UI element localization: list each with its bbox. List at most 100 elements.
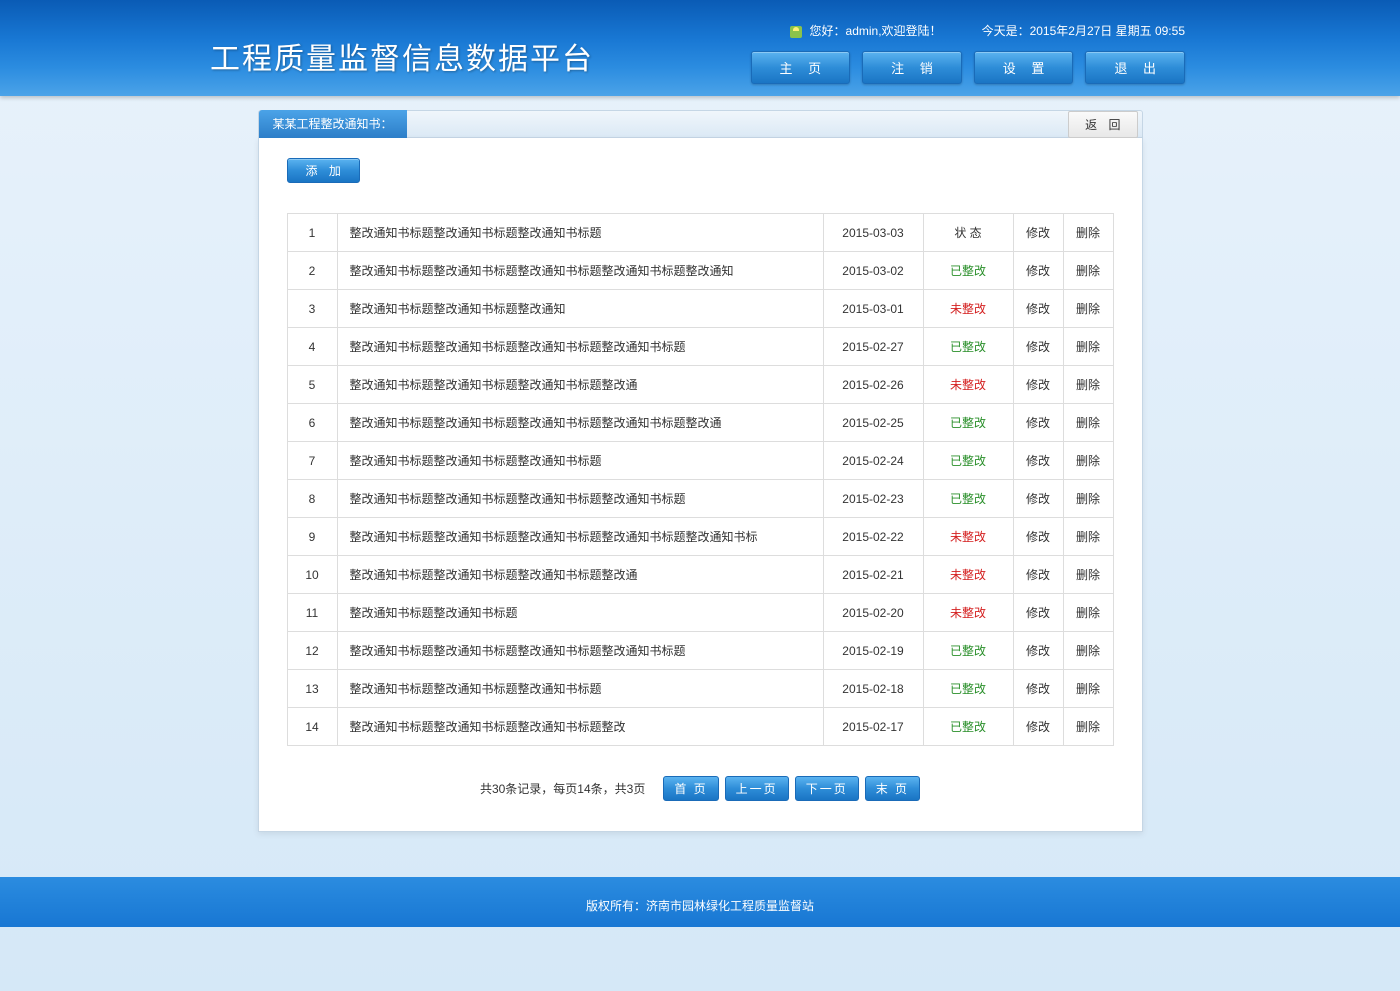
row-status: 已整改 — [923, 670, 1013, 708]
nav-settings-button[interactable]: 设 置 — [974, 51, 1074, 84]
row-date: 2015-03-02 — [823, 252, 923, 290]
row-title[interactable]: 整改通知书标题整改通知书标题整改通知书标题整改通知书标题整改通知书标 — [337, 518, 823, 556]
edit-link[interactable]: 修改 — [1013, 594, 1063, 632]
delete-link[interactable]: 删除 — [1063, 708, 1113, 746]
delete-link[interactable]: 删除 — [1063, 594, 1113, 632]
table-row: 8整改通知书标题整改通知书标题整改通知书标题整改通知书标题2015-02-23已… — [287, 480, 1113, 518]
row-number: 6 — [287, 404, 337, 442]
table-row: 4整改通知书标题整改通知书标题整改通知书标题整改通知书标题2015-02-27已… — [287, 328, 1113, 366]
row-title[interactable]: 整改通知书标题整改通知书标题整改通知书标题整改通知书标题 — [337, 632, 823, 670]
nav-home-button[interactable]: 主 页 — [751, 51, 851, 84]
edit-link[interactable]: 修改 — [1013, 670, 1063, 708]
row-title[interactable]: 整改通知书标题整改通知书标题整改通知 — [337, 290, 823, 328]
table-row: 11整改通知书标题整改通知书标题2015-02-20未整改修改删除 — [287, 594, 1113, 632]
row-title[interactable]: 整改通知书标题整改通知书标题整改通知书标题整改通知书标题 — [337, 480, 823, 518]
table-row: 3整改通知书标题整改通知书标题整改通知2015-03-01未整改修改删除 — [287, 290, 1113, 328]
table-row: 13整改通知书标题整改通知书标题整改通知书标题2015-02-18已整改修改删除 — [287, 670, 1113, 708]
edit-link[interactable]: 修改 — [1013, 556, 1063, 594]
row-title[interactable]: 整改通知书标题整改通知书标题整改通知书标题整改通知书标题整改通 — [337, 404, 823, 442]
edit-link[interactable]: 修改 — [1013, 328, 1063, 366]
panel-title: 某某工程整改通知书： — [259, 110, 407, 138]
row-status: 未整改 — [923, 594, 1013, 632]
table-row: 5整改通知书标题整改通知书标题整改通知书标题整改通2015-02-26未整改修改… — [287, 366, 1113, 404]
row-status: 已整改 — [923, 328, 1013, 366]
row-date: 2015-02-18 — [823, 670, 923, 708]
delete-link[interactable]: 删除 — [1063, 518, 1113, 556]
delete-link[interactable]: 删除 — [1063, 328, 1113, 366]
row-title[interactable]: 整改通知书标题整改通知书标题整改通知书标题 — [337, 214, 823, 252]
row-date: 2015-03-01 — [823, 290, 923, 328]
row-status: 已整改 — [923, 632, 1013, 670]
edit-link[interactable]: 修改 — [1013, 632, 1063, 670]
row-date: 2015-02-17 — [823, 708, 923, 746]
panel-header: 某某工程整改通知书： 返 回 — [258, 110, 1143, 138]
table-row: 10整改通知书标题整改通知书标题整改通知书标题整改通2015-02-21未整改修… — [287, 556, 1113, 594]
delete-link[interactable]: 删除 — [1063, 252, 1113, 290]
nav-logout-button[interactable]: 注 销 — [862, 51, 962, 84]
add-button[interactable]: 添 加 — [287, 158, 360, 183]
page-next-button[interactable]: 下一页 — [795, 776, 859, 801]
row-number: 4 — [287, 328, 337, 366]
edit-link[interactable]: 修改 — [1013, 290, 1063, 328]
edit-link[interactable]: 修改 — [1013, 404, 1063, 442]
row-status: 已整改 — [923, 404, 1013, 442]
table-row: 9整改通知书标题整改通知书标题整改通知书标题整改通知书标题整改通知书标2015-… — [287, 518, 1113, 556]
back-button[interactable]: 返 回 — [1068, 111, 1137, 138]
pagination: 共30条记录，每页14条，共3页 首 页 上一页 下一页 末 页 — [287, 776, 1114, 801]
date-text: 今天是：2015年2月27日 星期五 09:55 — [982, 22, 1185, 39]
row-number: 13 — [287, 670, 337, 708]
row-number: 8 — [287, 480, 337, 518]
delete-link[interactable]: 删除 — [1063, 556, 1113, 594]
row-date: 2015-02-23 — [823, 480, 923, 518]
app-title: 工程质量监督信息数据平台 — [210, 34, 594, 78]
row-number: 1 — [287, 214, 337, 252]
row-title[interactable]: 整改通知书标题整改通知书标题整改通知书标题整改通知书标题整改通知 — [337, 252, 823, 290]
row-date: 2015-02-21 — [823, 556, 923, 594]
header-info-bar: 您好：admin,欢迎登陆！ 今天是：2015年2月27日 星期五 09:55 — [790, 22, 1185, 39]
delete-link[interactable]: 删除 — [1063, 632, 1113, 670]
row-date: 2015-02-22 — [823, 518, 923, 556]
edit-link[interactable]: 修改 — [1013, 480, 1063, 518]
welcome-prefix: 您好： — [810, 24, 846, 38]
delete-link[interactable]: 删除 — [1063, 670, 1113, 708]
row-status: 未整改 — [923, 366, 1013, 404]
edit-link[interactable]: 修改 — [1013, 518, 1063, 556]
edit-link[interactable]: 修改 — [1013, 252, 1063, 290]
row-title[interactable]: 整改通知书标题整改通知书标题 — [337, 594, 823, 632]
delete-link[interactable]: 删除 — [1063, 442, 1113, 480]
delete-link[interactable]: 删除 — [1063, 214, 1113, 252]
row-title[interactable]: 整改通知书标题整改通知书标题整改通知书标题整改通 — [337, 556, 823, 594]
row-date: 2015-02-19 — [823, 632, 923, 670]
content-panel: 某某工程整改通知书： 返 回 添 加 1整改通知书标题整改通知书标题整改通知书标… — [258, 110, 1143, 832]
row-status: 状 态 — [923, 214, 1013, 252]
welcome-suffix: ,欢迎登陆！ — [878, 24, 941, 38]
row-number: 9 — [287, 518, 337, 556]
row-title[interactable]: 整改通知书标题整改通知书标题整改通知书标题整改通知书标题 — [337, 328, 823, 366]
row-title[interactable]: 整改通知书标题整改通知书标题整改通知书标题整改通 — [337, 366, 823, 404]
edit-link[interactable]: 修改 — [1013, 442, 1063, 480]
data-table: 1整改通知书标题整改通知书标题整改通知书标题2015-03-03状 态修改删除2… — [287, 213, 1114, 746]
nav-exit-button[interactable]: 退 出 — [1085, 51, 1185, 84]
row-date: 2015-02-25 — [823, 404, 923, 442]
copyright-text: 版权所有：济南市园林绿化工程质量监督站 — [586, 899, 814, 913]
user-icon — [790, 26, 802, 38]
row-number: 7 — [287, 442, 337, 480]
row-date: 2015-03-03 — [823, 214, 923, 252]
row-number: 10 — [287, 556, 337, 594]
delete-link[interactable]: 删除 — [1063, 290, 1113, 328]
page-prev-button[interactable]: 上一页 — [725, 776, 789, 801]
app-header: 您好：admin,欢迎登陆！ 今天是：2015年2月27日 星期五 09:55 … — [0, 0, 1400, 96]
table-row: 1整改通知书标题整改通知书标题整改通知书标题2015-03-03状 态修改删除 — [287, 214, 1113, 252]
row-title[interactable]: 整改通知书标题整改通知书标题整改通知书标题 — [337, 670, 823, 708]
page-first-button[interactable]: 首 页 — [663, 776, 718, 801]
edit-link[interactable]: 修改 — [1013, 214, 1063, 252]
edit-link[interactable]: 修改 — [1013, 366, 1063, 404]
row-status: 未整改 — [923, 290, 1013, 328]
delete-link[interactable]: 删除 — [1063, 366, 1113, 404]
row-title[interactable]: 整改通知书标题整改通知书标题整改通知书标题 — [337, 442, 823, 480]
row-title[interactable]: 整改通知书标题整改通知书标题整改通知书标题整改 — [337, 708, 823, 746]
delete-link[interactable]: 删除 — [1063, 404, 1113, 442]
delete-link[interactable]: 删除 — [1063, 480, 1113, 518]
edit-link[interactable]: 修改 — [1013, 708, 1063, 746]
page-last-button[interactable]: 末 页 — [865, 776, 920, 801]
